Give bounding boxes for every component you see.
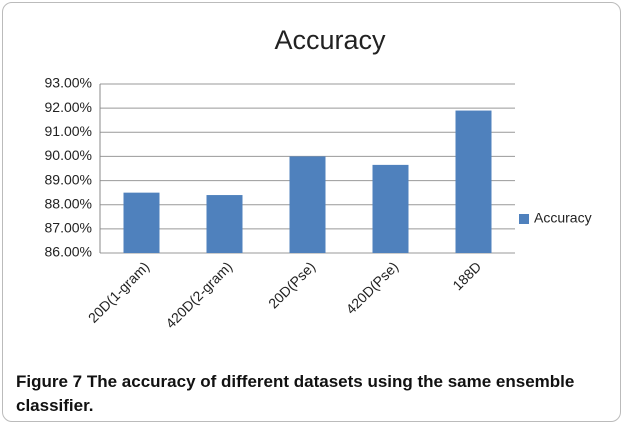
caption-label: Figure 7 xyxy=(16,372,83,391)
legend-swatch xyxy=(519,214,529,224)
legend-label: Accuracy xyxy=(534,210,592,226)
x-tick-label: 188D xyxy=(449,258,484,293)
y-tick-label: 90.00% xyxy=(45,147,92,163)
y-tick-label: 88.00% xyxy=(45,195,92,211)
x-tick-label: 420D(Pse) xyxy=(343,258,402,317)
x-tick-label: 20D(1-gram) xyxy=(85,258,152,325)
x-tick-label: 420D(2-gram) xyxy=(162,258,235,331)
chart: Accuracy 86.00% 87.00% 88.00% 89.00% 90.00% 9… xyxy=(45,25,592,331)
chart-title: Accuracy xyxy=(274,25,386,55)
y-tick-label: 92.00% xyxy=(45,99,92,115)
bar xyxy=(206,195,243,253)
y-tick-label: 91.00% xyxy=(45,123,92,139)
bar xyxy=(289,156,326,253)
bar xyxy=(455,110,492,253)
x-tick-label: 20D(Pse) xyxy=(265,258,318,311)
figure-frame xyxy=(2,2,621,422)
caption-text: The accuracy of different datasets using… xyxy=(16,372,575,415)
bar xyxy=(372,164,409,253)
y-tick-label: 93.00% xyxy=(45,75,92,91)
y-tick-label: 87.00% xyxy=(45,220,92,236)
figure-caption: Figure 7 The accuracy of different datas… xyxy=(16,370,606,418)
y-tick-label: 86.00% xyxy=(45,244,92,260)
y-tick-label: 89.00% xyxy=(45,171,92,187)
bar xyxy=(123,192,160,253)
